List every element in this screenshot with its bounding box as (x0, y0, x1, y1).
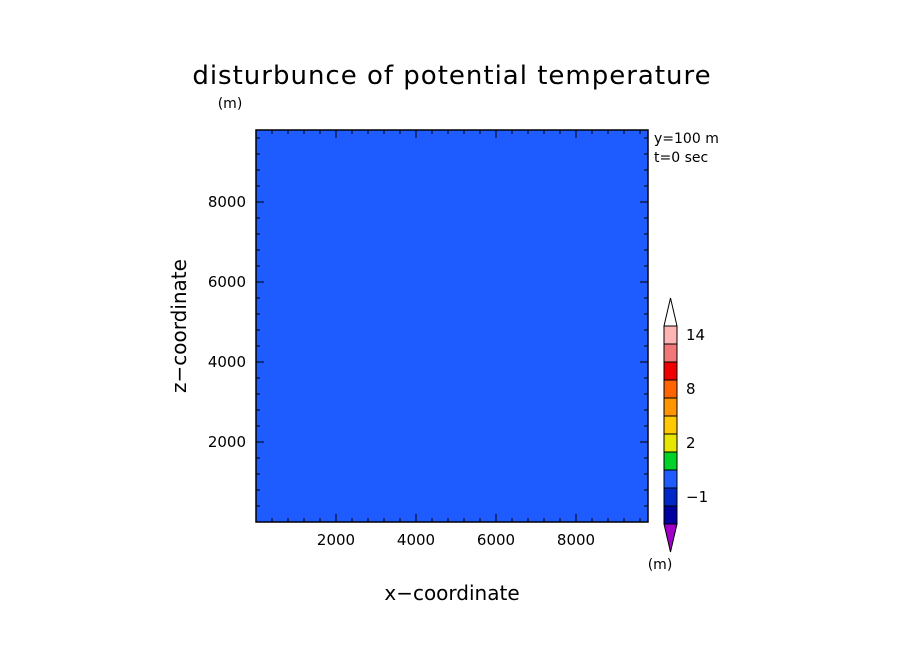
colorbar-label: −1 (686, 488, 708, 506)
y-tick-label: 4000 (208, 353, 246, 371)
y-axis-unit: (m) (218, 96, 243, 112)
plot-field (256, 130, 648, 522)
x-tick-label: 2000 (317, 531, 355, 549)
colorbar-label: 2 (686, 434, 696, 452)
chart-title: disturbunce of potential temperature (192, 61, 711, 91)
annotation-y: y=100 m (654, 131, 719, 147)
x-tick-label: 6000 (477, 531, 515, 549)
colorbar-box (663, 505, 678, 525)
plot-frame (255, 129, 649, 523)
colorbar-box (663, 433, 678, 453)
x-tick-label: 8000 (557, 531, 595, 549)
colorbar-box (663, 343, 678, 363)
colorbar-lower-extension (663, 523, 678, 553)
y-tick-label: 8000 (208, 193, 246, 211)
x-tick-label: 4000 (397, 531, 435, 549)
y-tick-label: 6000 (208, 273, 246, 291)
colorbar-box (663, 397, 678, 417)
y-tick-label: 2000 (208, 433, 246, 451)
y-axis-label: z−coordinate (167, 259, 191, 393)
colorbar-box (663, 325, 678, 345)
colorbar-box (663, 451, 678, 471)
colorbar-box (663, 379, 678, 399)
colorbar-box (663, 361, 678, 381)
annotation-t: t=0 sec (654, 150, 708, 166)
colorbar-label: 14 (686, 326, 705, 344)
colorbar-unit: (m) (648, 557, 673, 573)
x-axis-label: x−coordinate (384, 581, 519, 605)
colorbar-label: 8 (686, 380, 696, 398)
colorbar-box (663, 469, 678, 489)
colorbar-box (663, 415, 678, 435)
colorbar-box (663, 487, 678, 507)
colorbar-upper-extension (663, 297, 678, 327)
